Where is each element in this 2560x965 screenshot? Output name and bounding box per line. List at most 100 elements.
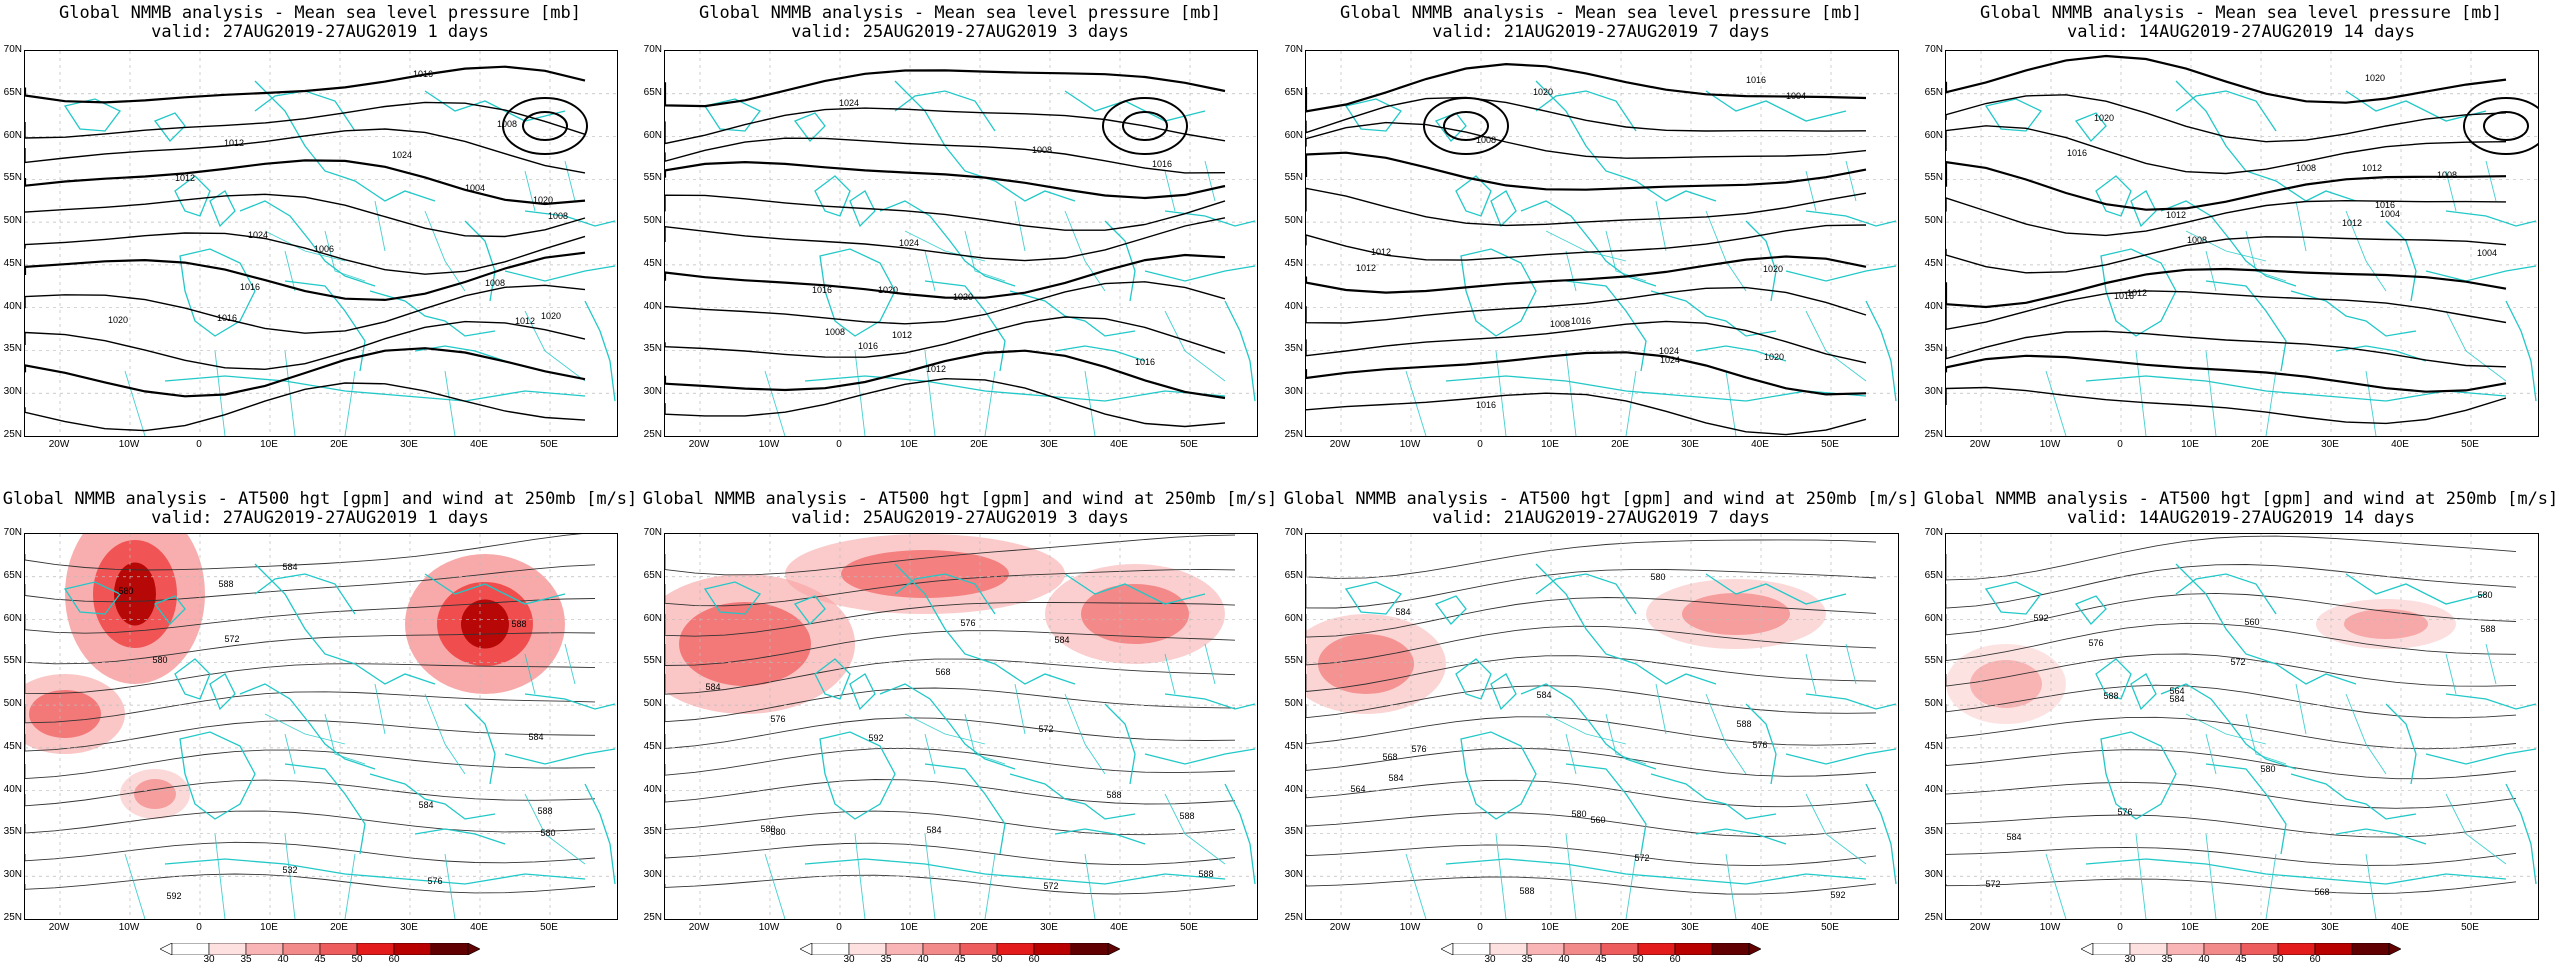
latitude-label: 40N <box>1924 300 1943 312</box>
latitude-label: 60N <box>1284 129 1303 141</box>
contour-label: 1008 <box>497 119 517 129</box>
latitude-label: 35N <box>3 343 22 355</box>
longitude-label: 20W <box>1969 439 1991 450</box>
map-canvas: 560 564 568 572 576 580 584 572 576 580 584 588 592 5… <box>1945 533 2539 920</box>
latitude-label: 55N <box>3 172 22 184</box>
contour-label: 1008 <box>2437 170 2457 180</box>
contour-label: 576 <box>2088 638 2103 648</box>
contour-label: 580 <box>760 824 775 834</box>
contour-label: 1020 <box>878 285 898 295</box>
colorbar-swatch <box>430 942 469 956</box>
contour-label: 572 <box>224 634 239 644</box>
contour-label: 1012 <box>926 364 946 374</box>
latitude-label: 65N <box>1924 86 1943 98</box>
longitude-label: 10W <box>118 922 140 933</box>
longitude-label: 30E <box>400 439 418 450</box>
contour-label: 588 <box>1519 886 1534 896</box>
latitude-label: 65N <box>1284 569 1303 581</box>
map-canvas: 532 572 580 584 588 576 580 584 588 592 588 584 580 <box>24 533 618 920</box>
longitude-label: 10E <box>900 439 918 450</box>
contour-label: 1020 <box>1764 352 1784 362</box>
latitude-label: 70N <box>1924 44 1943 55</box>
latitude-label: 45N <box>643 257 662 269</box>
map-svg: 1012 1020 1024 1008 1024 1020 1016 1016 1012 1008… <box>25 51 617 436</box>
contour-label: 580 <box>152 655 167 665</box>
panel-title-line1: Global NMMB analysis - Mean sea level pr… <box>1980 3 2502 23</box>
latitude-label: 65N <box>1924 569 1943 581</box>
map-svg: 1020 1024 1016 1020 1024 1020 1016 1012 1008 1012… <box>1306 51 1898 436</box>
latitude-label: 65N <box>3 86 22 98</box>
colorbar <box>799 942 1121 956</box>
contour-label: 584 <box>418 800 433 810</box>
latitude-label: 60N <box>1284 612 1303 624</box>
latitude-label: 40N <box>643 783 662 795</box>
longitude-label: 40E <box>2391 439 2409 450</box>
latitude-label: 55N <box>1924 172 1943 184</box>
contour-label: 572 <box>2230 657 2245 667</box>
latitude-label: 45N <box>1284 257 1303 269</box>
panel-title-line1: Global NMMB analysis - AT500 hgt [gpm] a… <box>642 489 1278 509</box>
contour-label: 1012 <box>1371 247 1391 257</box>
panel-title: Global NMMB analysis - AT500 hgt [gpm] a… <box>1915 490 2560 528</box>
contour-label: 1016 <box>812 285 832 295</box>
longitude-label: 30E <box>1040 922 1058 933</box>
latitude-label: 25N <box>643 912 662 923</box>
contour-label: 1020 <box>953 292 973 302</box>
contour-label: 588 <box>218 579 233 589</box>
panel-title: Global NMMB analysis - AT500 hgt [gpm] a… <box>634 490 1286 528</box>
latitude-label: 70N <box>3 44 22 55</box>
map-canvas: 1012 1020 1024 1008 1024 1020 1016 1016 1012 1008… <box>24 50 618 437</box>
contour-label: 584 <box>926 825 941 835</box>
contour-label: 1024 <box>1660 355 1680 365</box>
longitude-label: 10W <box>118 439 140 450</box>
longitude-label: 30E <box>1681 439 1699 450</box>
latitude-label: 55N <box>3 655 22 667</box>
latitude-label: 30N <box>1284 386 1303 398</box>
contour-label: 588 <box>1736 719 1751 729</box>
longitude-label: 40E <box>1110 922 1128 933</box>
latitude-label: 40N <box>1924 783 1943 795</box>
contour-label: 1020 <box>2365 73 2385 83</box>
map-svg: 560 564 568 572 576 580 584 572 576 580 584 588 592 5… <box>1946 534 2538 919</box>
contour-label: 584 <box>1395 607 1410 617</box>
contour-label: 1008 <box>548 211 568 221</box>
latitude-label: 50N <box>643 215 662 227</box>
contour-label: 1024 <box>899 238 919 248</box>
latitude-label: 30N <box>643 869 662 881</box>
latitude-label: 55N <box>1924 655 1943 667</box>
contour-label: 1020 <box>2094 113 2114 123</box>
latitude-label: 45N <box>1924 257 1943 269</box>
longitude-label: 0 <box>196 439 202 450</box>
contour-label: 576 <box>427 876 442 886</box>
longitude-label: 10E <box>2181 922 2199 933</box>
contour-label: 1008 <box>485 278 505 288</box>
contour-label: 576 <box>2117 807 2132 817</box>
latitude-label: 30N <box>643 386 662 398</box>
contour-label: 568 <box>1382 752 1397 762</box>
contour-label: 1016 <box>413 69 433 79</box>
longitude-label: 50E <box>1180 439 1198 450</box>
latitude-label: 30N <box>3 869 22 881</box>
longitude-label: 10E <box>2181 439 2199 450</box>
map-svg: 1008100410121016102010161020101210161008… <box>1946 51 2538 436</box>
contour-label: 580 <box>770 827 785 837</box>
contour-label: 584 <box>528 732 543 742</box>
latitude-label: 35N <box>643 343 662 355</box>
contour-label: 1008 <box>1550 319 1570 329</box>
latitude-label: 55N <box>643 172 662 184</box>
contour-label: 564 <box>1350 784 1365 794</box>
latitude-label: 35N <box>1924 826 1943 838</box>
latitude-label: 55N <box>1284 172 1303 184</box>
longitude-label: 10W <box>1399 439 1421 450</box>
contour-label: 580 <box>118 586 133 596</box>
contour-label: 1016 <box>2067 148 2087 158</box>
longitude-label: 0 <box>2117 922 2123 933</box>
latitude-label: 65N <box>643 86 662 98</box>
latitude-label: 25N <box>3 429 22 440</box>
panel-title-line2: valid: 25AUG2019-27AUG2019 3 days <box>791 508 1129 528</box>
panel-title-line1: Global NMMB analysis - Mean sea level pr… <box>59 3 581 23</box>
map-svg: 1020 1024 1016 1024 1020 1016 1016 1012 1008 1012… <box>665 51 1257 436</box>
contour-label: 584 <box>2169 694 2184 704</box>
latitude-label: 30N <box>1284 869 1303 881</box>
latitude-label: 70N <box>643 44 662 55</box>
